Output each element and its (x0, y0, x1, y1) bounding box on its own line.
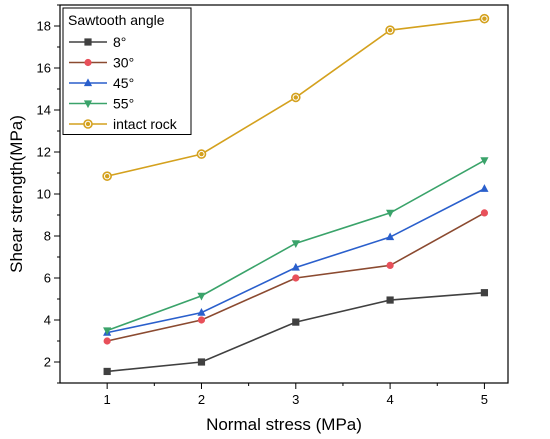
legend-marker-center (85, 121, 91, 127)
y-tick-label: 4 (44, 313, 51, 328)
legend-item: 30° (69, 55, 134, 71)
x-tick-label: 3 (292, 392, 299, 407)
legend-label: intact rock (113, 116, 178, 132)
series-8- (103, 289, 489, 376)
legend-label: 45° (113, 75, 134, 91)
series-45- (103, 184, 489, 336)
legend-marker (83, 100, 93, 109)
data-point-center (199, 151, 204, 157)
data-point (480, 289, 489, 297)
legend-item: 55° (69, 96, 134, 112)
legend-title: Sawtooth angle (68, 12, 165, 28)
data-point (103, 337, 111, 345)
data-point (480, 184, 489, 192)
series-layer (102, 13, 490, 376)
series-line (106, 188, 485, 334)
data-point (197, 308, 206, 316)
series-intact-rock (102, 13, 490, 181)
x-axis-title: Normal stress (MPa) (206, 415, 362, 434)
data-point (291, 262, 300, 271)
data-point (386, 232, 395, 241)
data-point (386, 209, 395, 218)
x-tick-label: 2 (198, 392, 205, 407)
legend-item: 8° (69, 34, 126, 50)
x-tick-label: 1 (104, 392, 111, 407)
legend-item: intact rock (69, 116, 178, 132)
data-point (292, 318, 300, 326)
y-tick-label: 8 (44, 229, 51, 244)
series-30- (103, 209, 489, 345)
data-point (197, 358, 206, 366)
y-tick-label: 6 (44, 271, 51, 286)
data-point (197, 316, 206, 324)
legend-label: 8° (113, 34, 126, 50)
y-axis-title: Shear strength(MPa) (7, 115, 26, 273)
data-point (291, 240, 300, 248)
data-point (197, 292, 206, 301)
legend-marker (84, 38, 92, 46)
data-point (480, 157, 489, 165)
legend-item: 45° (69, 75, 134, 91)
y-tick-label: 10 (37, 187, 51, 202)
y-tick-label: 2 (44, 355, 51, 370)
series-line (107, 291, 485, 373)
data-point-center (482, 16, 487, 21)
data-point-center (387, 28, 393, 33)
data-point (386, 296, 394, 304)
legend-marker (84, 58, 92, 67)
data-point (386, 261, 394, 269)
data-point (103, 367, 111, 376)
y-tick-label: 14 (37, 103, 51, 118)
y-tick-label: 16 (37, 61, 51, 76)
legend: Sawtooth angle 8° 30° 45° 55° intact rock (62, 7, 192, 135)
data-point-center (293, 95, 298, 100)
y-tick-label: 12 (37, 145, 51, 160)
x-tick-label: 4 (386, 392, 393, 407)
x-tick-label: 5 (481, 392, 488, 407)
legend-box (62, 7, 192, 135)
legend-label: 55° (113, 96, 134, 112)
legend-marker (83, 78, 93, 87)
data-point (103, 327, 112, 336)
series-55- (103, 157, 489, 336)
data-point (292, 274, 300, 282)
legend-label: 30° (113, 55, 134, 71)
y-tick-label: 18 (37, 19, 51, 34)
data-point (480, 209, 489, 217)
data-point-center (104, 173, 110, 179)
